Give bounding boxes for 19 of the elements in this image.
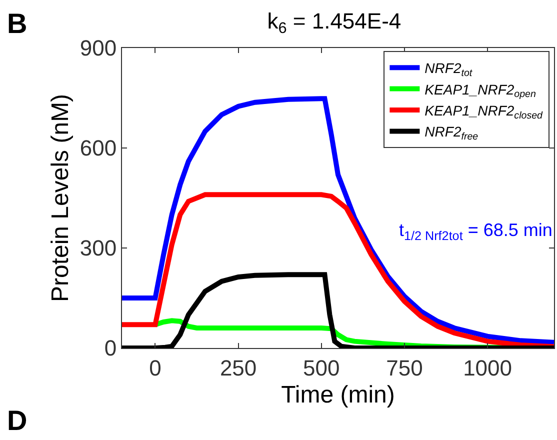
x-tick-label: 1000 [463, 355, 512, 380]
chart-title: k$_{6}$ = 1.454E-4 [267, 8, 402, 38]
legend-label: KEAP1_NRF2$_{open}$ [424, 81, 536, 100]
text: B [7, 8, 28, 39]
x-tick-label: 500 [303, 355, 340, 380]
text: D [7, 405, 28, 436]
y-axis-title: Protein Levels (nM) [46, 94, 74, 302]
y-tick-label: 600 [80, 136, 117, 161]
x-axis-title: Time (min) [281, 382, 395, 409]
y-tick-label: 300 [80, 236, 117, 261]
legend-label: NRF2$_{free}$ [424, 124, 479, 143]
annotation: t$_{1/2 Nrf2tot}$ = 68.5 min [399, 220, 552, 243]
legend-label: KEAP1_NRF2$_{closed}$ [424, 102, 544, 122]
x-tick-label: 0 [149, 355, 162, 380]
legend-label: NRF2$_{tot}$ [424, 60, 474, 79]
y-tick-label: 900 [80, 36, 117, 61]
y-tick-label: 0 [104, 336, 117, 361]
x-tick-label: 250 [220, 355, 257, 380]
x-tick-label: 750 [386, 355, 423, 380]
